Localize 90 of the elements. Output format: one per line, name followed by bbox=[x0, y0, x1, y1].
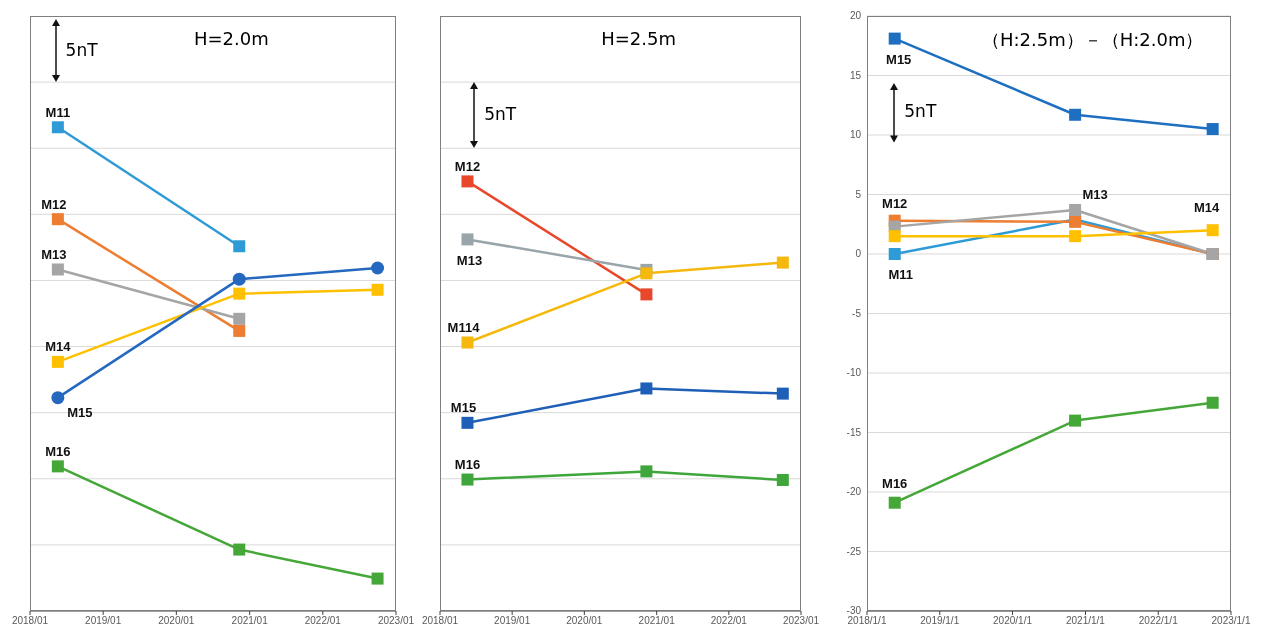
series-label: M15 bbox=[450, 400, 477, 416]
y-tick-label: 15 bbox=[849, 68, 861, 83]
point bbox=[51, 391, 65, 405]
x-tick-label: 2023/01 bbox=[782, 615, 820, 627]
chart-title: H=2.0m bbox=[193, 28, 269, 49]
y-tick-label: -30 bbox=[846, 604, 861, 616]
point bbox=[233, 324, 246, 337]
y-tick-label: 10 bbox=[849, 128, 861, 142]
point bbox=[1069, 230, 1082, 243]
point bbox=[233, 543, 246, 556]
point bbox=[1069, 203, 1082, 216]
point bbox=[371, 283, 384, 296]
point bbox=[1206, 396, 1219, 409]
series-label: M12 bbox=[882, 196, 908, 212]
x-tick-label: 2023/1/1 bbox=[1211, 615, 1251, 627]
point bbox=[888, 496, 901, 509]
series-label: M12 bbox=[454, 158, 481, 174]
point bbox=[371, 572, 384, 585]
point bbox=[51, 213, 64, 226]
series-label: M15 bbox=[67, 405, 93, 421]
series-label: M11 bbox=[45, 104, 71, 120]
point bbox=[1206, 224, 1219, 237]
chart-title: H=2.5m bbox=[601, 28, 676, 49]
series-label: M15 bbox=[886, 52, 912, 68]
y-tick-label: 0 bbox=[855, 247, 861, 261]
point bbox=[640, 267, 653, 280]
x-tick-label: 2020/1/1 bbox=[993, 615, 1033, 627]
point bbox=[371, 261, 385, 275]
point bbox=[1069, 414, 1082, 427]
x-tick-label: 2022/01 bbox=[304, 615, 342, 627]
x-tick-label: 2019/01 bbox=[85, 615, 122, 627]
x-tick-label: 2022/1/1 bbox=[1138, 615, 1179, 627]
point bbox=[51, 355, 64, 368]
x-tick-label: 2020/01 bbox=[158, 615, 195, 627]
series-label: M11 bbox=[888, 267, 913, 283]
x-tick-label: 2022/01 bbox=[710, 615, 748, 627]
point bbox=[461, 175, 474, 188]
x-tick-label: 2019/1/1 bbox=[920, 615, 960, 627]
point bbox=[888, 248, 901, 260]
x-tick-label: 2021/1/1 bbox=[1066, 615, 1106, 627]
series-label: M16 bbox=[45, 443, 71, 459]
y-tick-label: -25 bbox=[846, 544, 861, 559]
point bbox=[776, 473, 789, 486]
point bbox=[776, 387, 789, 400]
point bbox=[1206, 123, 1219, 136]
series-label: M14 bbox=[45, 339, 72, 355]
text: （H:2.5m）－（H:2.0m） bbox=[981, 28, 1204, 52]
point bbox=[640, 382, 653, 395]
text: 5nT bbox=[484, 104, 517, 125]
series-label: M16 bbox=[454, 456, 481, 472]
point bbox=[888, 32, 901, 45]
series-label: M12 bbox=[41, 196, 67, 212]
y-tick-label: -5 bbox=[852, 306, 861, 321]
point bbox=[461, 416, 474, 429]
point bbox=[461, 473, 474, 486]
series-label: M13 bbox=[41, 246, 67, 262]
point bbox=[232, 272, 246, 286]
series-label: M14 bbox=[1194, 199, 1221, 215]
x-tick-label: 2019/01 bbox=[494, 615, 531, 627]
series-label: M13 bbox=[1082, 187, 1108, 203]
x-tick-label: 2021/01 bbox=[231, 615, 269, 627]
y-tick-label: -20 bbox=[846, 485, 861, 499]
y-tick-label: 20 bbox=[849, 9, 861, 23]
y-tick-label: 5 bbox=[855, 187, 861, 202]
point bbox=[233, 287, 246, 300]
point bbox=[51, 121, 64, 134]
point bbox=[776, 256, 789, 269]
x-tick-label: 2018/1/1 bbox=[847, 615, 887, 627]
series-label: M114 bbox=[447, 319, 481, 335]
x-tick-label: 2018/01 bbox=[421, 615, 459, 627]
point bbox=[888, 230, 901, 243]
point bbox=[51, 263, 64, 276]
y-tick-label: -10 bbox=[846, 366, 861, 380]
annotation: 5nT bbox=[904, 101, 937, 122]
point bbox=[640, 288, 653, 301]
x-tick-label: 2020/01 bbox=[566, 615, 603, 627]
series-label: M13 bbox=[456, 252, 483, 268]
y-tick-label: -15 bbox=[846, 425, 861, 440]
point bbox=[233, 240, 246, 253]
point bbox=[640, 465, 653, 478]
x-tick-label: 2021/01 bbox=[638, 615, 676, 627]
x-tick-label: 2018/01 bbox=[11, 615, 49, 627]
point bbox=[233, 312, 246, 325]
point bbox=[461, 233, 474, 246]
x-tick-label: 2023/01 bbox=[377, 615, 415, 627]
series-label: M16 bbox=[882, 476, 908, 492]
point bbox=[461, 336, 474, 349]
text: 5nT bbox=[65, 39, 98, 60]
point bbox=[1069, 108, 1082, 121]
point bbox=[51, 460, 64, 473]
